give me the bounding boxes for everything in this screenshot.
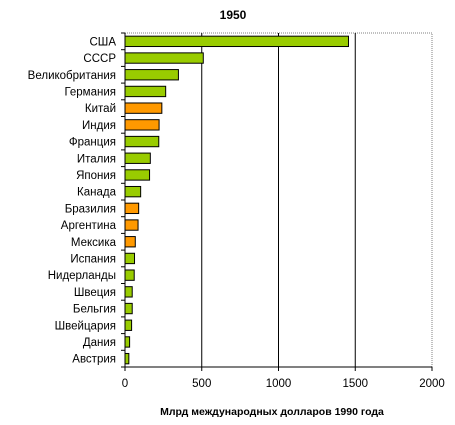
category-label-3: Великобритания [28, 70, 116, 82]
bar-8 [124, 152, 151, 164]
bar-4 [124, 85, 167, 98]
bar-1 [124, 35, 349, 48]
bar-20 [124, 352, 130, 365]
bar-13 [124, 236, 136, 248]
bar-7 [124, 135, 160, 148]
category-label-19: Дания [83, 337, 116, 349]
x-axis-label: Млрд международных долларов 1990 года [160, 406, 384, 418]
category-label-17: Бельгия [73, 304, 116, 316]
bar-14 [124, 252, 136, 265]
category-label-8: Италия [77, 153, 116, 165]
category-label-1: США [89, 36, 116, 48]
x-tick-label-500: 500 [192, 378, 211, 390]
bar-6 [124, 119, 160, 131]
category-label-5: Китай [85, 103, 116, 115]
bar-15 [124, 269, 135, 281]
bar-10 [124, 185, 142, 198]
x-tick-label-2000: 2000 [419, 378, 445, 390]
category-label-7: Франция [69, 137, 116, 149]
category-label-14: Испания [70, 253, 116, 265]
bar-12 [124, 219, 139, 231]
plot-area: 0 500 1000 1500 2000 США СССР Великобритания Гер… [28, 32, 445, 390]
category-label-20: Австрия [72, 354, 116, 366]
category-label-9: Япония [76, 170, 116, 182]
bar-17 [124, 302, 133, 315]
bar-18 [124, 319, 133, 331]
category-label-15: Нидерланды [48, 270, 116, 282]
bar-5 [124, 102, 163, 114]
bar-3 [124, 69, 179, 81]
bar-11 [124, 202, 140, 215]
category-label-16: Швеция [74, 287, 116, 299]
category-label-10: Канада [77, 187, 117, 199]
bar-2 [124, 52, 204, 64]
category-label-11: Бразилия [65, 203, 116, 215]
category-label-2: СССР [83, 53, 116, 65]
x-tick-label-0: 0 [122, 378, 128, 390]
category-label-13: Мексика [71, 237, 117, 249]
x-tick-label-1000: 1000 [266, 378, 292, 390]
category-label-12: Аргентина [61, 220, 117, 232]
bar-19 [124, 336, 131, 348]
category-label-18: Швейцария [55, 320, 116, 332]
x-tick-label-1500: 1500 [342, 378, 368, 390]
chart-title: 1950 [220, 8, 247, 22]
category-label-6: Индия [82, 120, 116, 132]
bar-16 [124, 286, 133, 298]
bar-9 [124, 169, 151, 181]
category-label-4: Германия [64, 86, 116, 98]
